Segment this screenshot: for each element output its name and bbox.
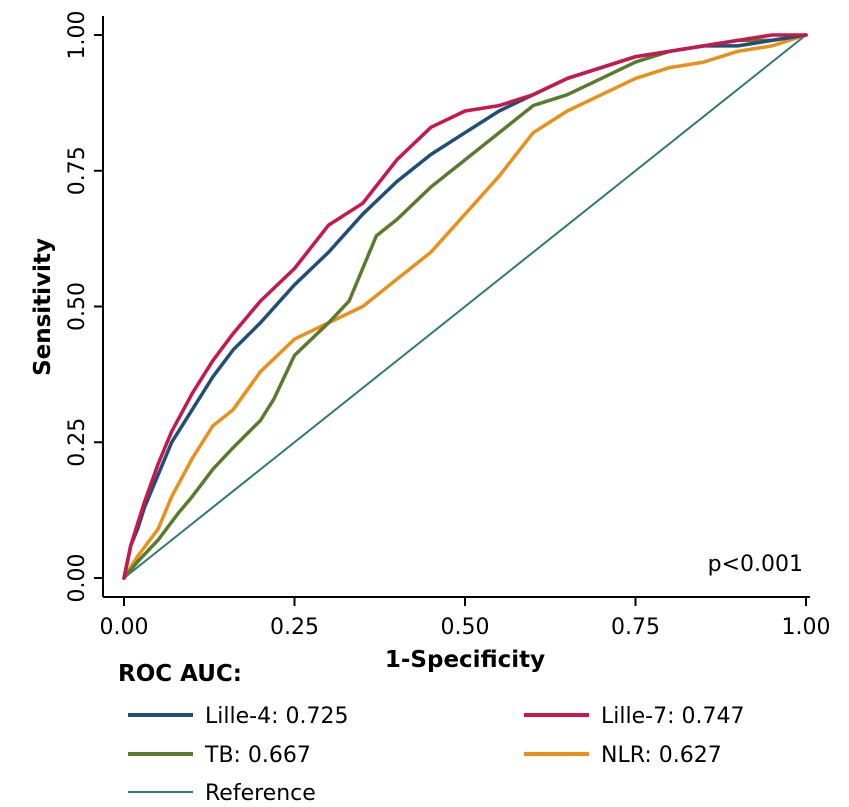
y-ticks: 0.00 0.25 0.50 0.75 1.00: [65, 11, 103, 603]
x-axis-title: 1-Specificity: [385, 647, 545, 673]
y-tick-label: 0.00: [65, 554, 90, 603]
legend-label-tb: TB: 0.667: [204, 743, 311, 768]
series-line-reference: [123, 34, 807, 579]
legend-label-reference: Reference: [205, 781, 316, 806]
y-tick-label: 0.25: [65, 418, 90, 467]
x-tick-label: 0.50: [441, 615, 490, 640]
legend-title: ROC AUC:: [118, 661, 242, 687]
legend-label-nlr: NLR: 0.627: [601, 743, 722, 768]
legend-label-lille4: Lille-4: 0.725: [205, 704, 348, 729]
legend: ROC AUC: Lille-4: 0.725 Lille-7: 0.747 T…: [118, 661, 744, 806]
y-tick-label: 0.75: [65, 146, 90, 195]
legend-label-lille7: Lille-7: 0.747: [601, 704, 744, 729]
annotation-pvalue: p<0.001: [708, 552, 803, 577]
series-layer: [122, 33, 808, 580]
x-tick-label: 1.00: [782, 615, 831, 640]
series-line-nlr: [122, 33, 808, 580]
x-tick-label: 0.75: [611, 615, 660, 640]
series-line-tb: [122, 33, 808, 580]
y-axis-title: Sensitivity: [30, 238, 56, 376]
y-tick-label: 1.00: [65, 11, 90, 60]
x-ticks: 0.00 0.25 0.50 0.75 1.00: [100, 597, 831, 640]
x-tick-label: 0.25: [270, 615, 319, 640]
series-line-lille-7: [122, 33, 808, 580]
y-tick-label: 0.50: [65, 282, 90, 331]
x-tick-label: 0.00: [100, 615, 149, 640]
